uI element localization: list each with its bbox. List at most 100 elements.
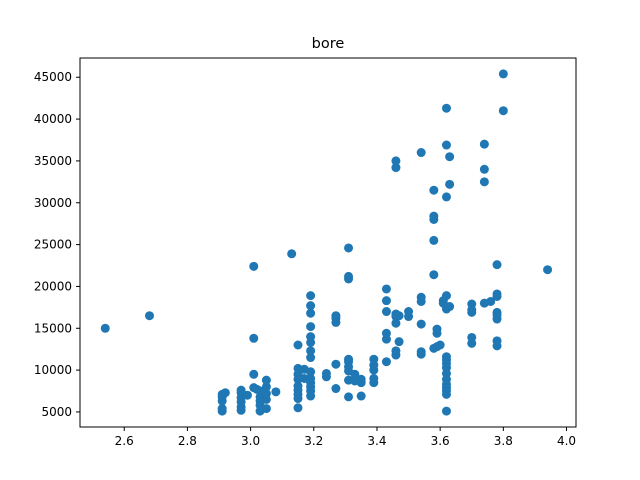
scatter-point [100, 323, 110, 333]
scatter-point [441, 291, 451, 301]
x-tick-label: 3.4 [367, 434, 386, 448]
scatter-point [435, 340, 445, 350]
scatter-point [416, 148, 426, 158]
scatter-point [306, 373, 316, 383]
scatter-point [429, 270, 439, 280]
scatter-point [467, 332, 477, 342]
scatter-point [242, 390, 252, 400]
scatter-point [381, 284, 391, 294]
y-tick-label: 10000 [34, 363, 72, 377]
scatter-point [441, 103, 451, 113]
scatter-point [145, 311, 154, 321]
scatter-point [369, 373, 379, 383]
scatter-point [479, 164, 489, 174]
scatter-point [306, 301, 316, 311]
x-tick-label: 3.0 [241, 434, 260, 448]
scatter-point [306, 291, 316, 301]
scatter-point [356, 391, 366, 401]
scatter-point [306, 353, 316, 363]
scatter-point [479, 177, 489, 187]
scatter-point [416, 347, 426, 357]
y-tick-label: 30000 [34, 196, 72, 210]
scatter-point [381, 296, 391, 306]
plot-frame [79, 57, 577, 428]
scatter-point [293, 381, 303, 391]
scatter-point [381, 328, 391, 338]
scatter-point [429, 235, 439, 245]
scatter-point [492, 336, 502, 346]
scatter-point [441, 406, 451, 416]
scatter-point [249, 261, 259, 271]
scatter-point [321, 368, 331, 378]
y-tick-label: 35000 [34, 154, 72, 168]
scatter-point [344, 271, 354, 281]
scatter-point [331, 384, 341, 394]
scatter-point [293, 403, 303, 413]
y-tick-label: 20000 [34, 279, 72, 293]
scatter-point [261, 382, 271, 392]
scatter-point [486, 296, 496, 306]
scatter-point [369, 354, 379, 364]
y-tick-label: 25000 [34, 238, 72, 252]
scatter-point [271, 387, 281, 397]
scatter-point [249, 369, 259, 379]
scatter-point [381, 357, 391, 367]
scatter-point [344, 243, 354, 253]
scatter-point [306, 367, 316, 377]
scatter-point [441, 140, 451, 150]
scatter-point [492, 307, 502, 317]
scatter-point [344, 354, 354, 364]
scatter-point [220, 388, 230, 398]
points-layer [100, 69, 553, 416]
x-tick-label: 3.6 [431, 434, 450, 448]
scatter-point [261, 375, 271, 385]
scatter-point [445, 152, 455, 162]
y-tick-label: 15000 [34, 321, 72, 335]
scatter-point [416, 319, 426, 329]
y-axis: 5000 10000 15000 20000 25000 30000 35000 40000 4… [34, 70, 80, 419]
scatter-point [331, 359, 341, 369]
y-tick-label: 45000 [34, 70, 72, 84]
scatter-point [445, 302, 455, 312]
scatter-point [429, 185, 439, 195]
scatter-point [391, 163, 401, 173]
x-tick-label: 2.8 [178, 434, 197, 448]
scatter-point [306, 346, 316, 356]
scatter-point [441, 352, 451, 362]
x-tick-label: 3.8 [494, 434, 513, 448]
scatter-point [306, 332, 316, 342]
scatter-point [445, 179, 455, 189]
scatter-point [441, 192, 451, 202]
x-tick-label: 2.6 [115, 434, 134, 448]
scatter-point [391, 346, 401, 356]
y-tick-label: 5000 [41, 405, 72, 419]
y-tick-label: 40000 [34, 112, 72, 126]
scatter-point [306, 322, 316, 332]
scatter-point [249, 333, 259, 343]
chart-title: bore [312, 36, 345, 52]
scatter-point [492, 260, 502, 270]
scatter-point [261, 404, 271, 414]
scatter-point [381, 307, 391, 317]
scatter-point [394, 337, 404, 347]
scatter-point [416, 292, 426, 302]
scatter-point [356, 374, 366, 384]
x-tick-label: 4.0 [557, 434, 576, 448]
x-tick-label: 3.2 [304, 434, 323, 448]
scatter-point [479, 139, 489, 149]
scatter-point [236, 385, 246, 395]
scatter-point [391, 156, 401, 166]
scatter-point [543, 265, 553, 275]
scatter-point [350, 369, 360, 379]
scatter-point [498, 69, 508, 79]
scatter-point [404, 307, 414, 317]
scatter-point [293, 340, 303, 350]
scatter-point [306, 308, 316, 318]
x-axis: 2.6 2.8 3.0 3.2 3.4 3.6 3.8 4.0 [115, 427, 576, 448]
scatter-point [467, 299, 477, 309]
scatter-point [344, 392, 354, 402]
scatter-point [331, 311, 341, 321]
scatter-point [432, 324, 442, 334]
scatter-point [391, 318, 401, 328]
scatter-point [492, 289, 502, 299]
